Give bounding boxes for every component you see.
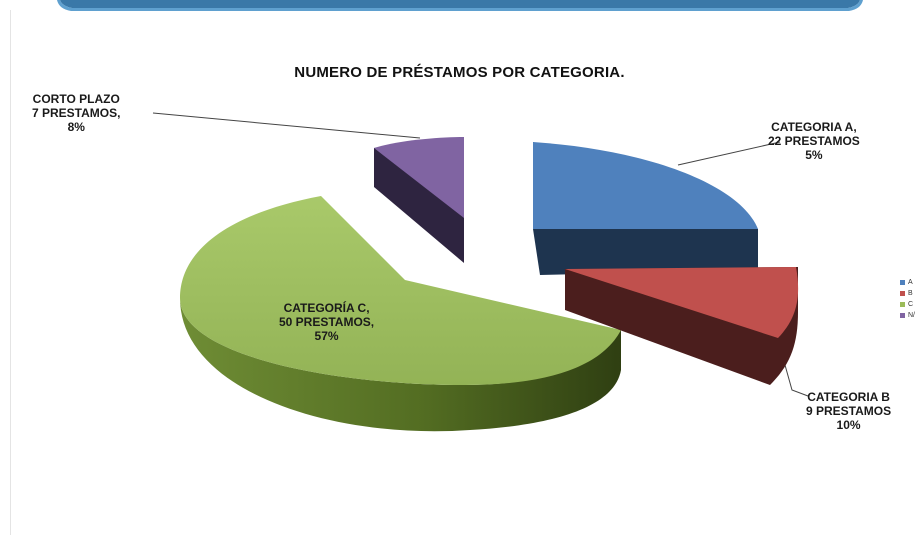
legend-swatch-n (900, 313, 905, 318)
slice-a-top (533, 142, 758, 229)
slice-c (180, 196, 621, 432)
header-banner (0, 0, 919, 14)
legend-item-c: C (900, 299, 915, 310)
label-corto-plazo: CORTO PLAZO 7 PRESTAMOS, 8% (32, 92, 121, 134)
legend-item-n: N/ (900, 310, 915, 321)
legend-swatch-a (900, 280, 905, 285)
chart-legend: A B C N/ (900, 277, 915, 321)
leader-line-corto (152, 112, 421, 139)
slice-a (533, 142, 758, 275)
label-categoria-a: CATEGORIA A, 22 PRESTAMOS 5% (768, 120, 860, 162)
legend-item-b: B (900, 288, 915, 299)
label-categoria-c: CATEGORÍA C, 50 PRESTAMOS, 57% (279, 301, 375, 343)
legend-swatch-c (900, 302, 905, 307)
slice-c-side (180, 298, 621, 432)
slice-c-top (180, 196, 621, 385)
chart-title: NUMERO DE PRÉSTAMOS POR CATEGORIA. (294, 64, 625, 81)
leader-line-a (677, 141, 781, 166)
label-categoria-b: CATEGORIA B 9 PRESTAMOS 10% (806, 390, 892, 432)
slice-corto (374, 137, 464, 263)
slice-corto-top (374, 137, 464, 218)
slice-b (565, 267, 799, 385)
legend-item-a: A (900, 277, 915, 288)
slide-border (10, 10, 11, 535)
slice-b-top (565, 267, 799, 338)
legend-swatch-b (900, 291, 905, 296)
